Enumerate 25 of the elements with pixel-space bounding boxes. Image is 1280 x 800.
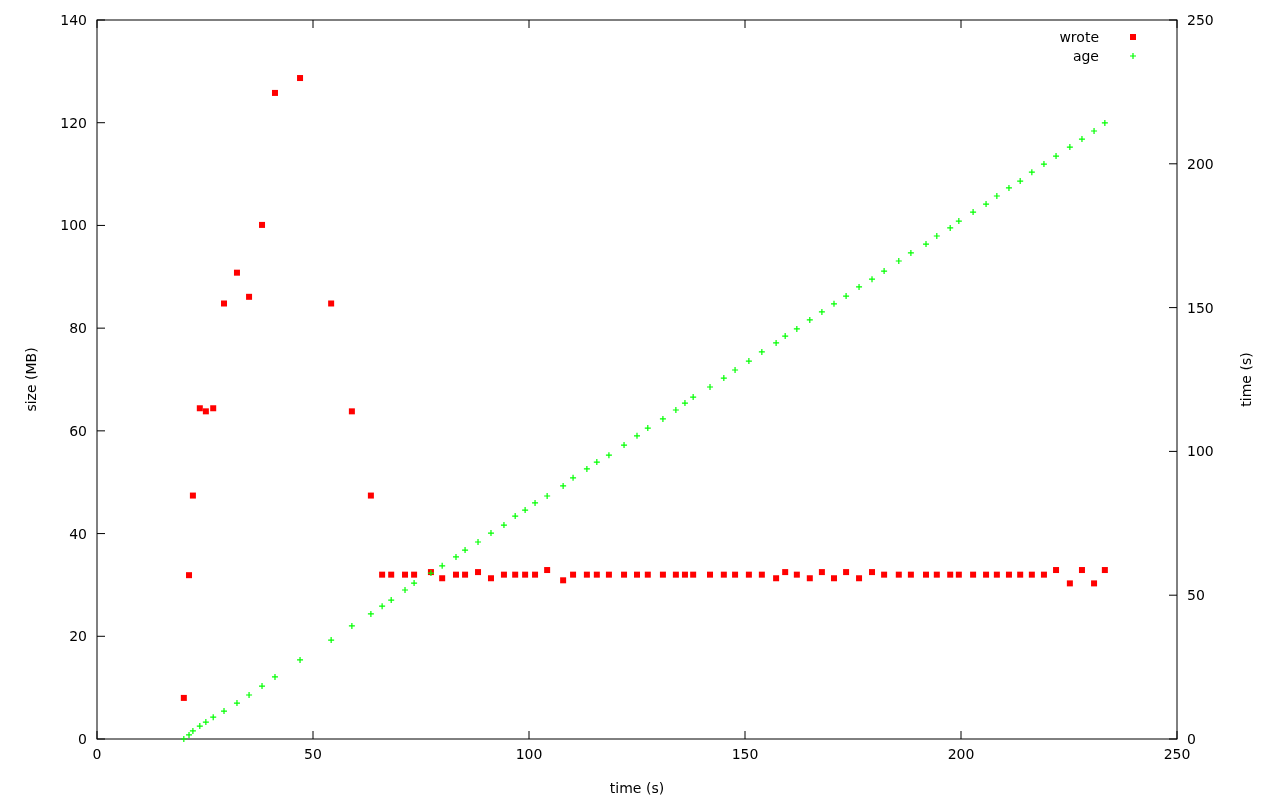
x-tick-label: 250: [1163, 746, 1191, 762]
y2-tick-label: 50: [1187, 587, 1205, 604]
y-tick-label: 140: [60, 12, 87, 28]
x-tick-label: 200: [947, 746, 975, 762]
x-axis-title: time (s): [609, 780, 665, 796]
x-tick-label: 0: [92, 746, 102, 762]
y2-tick-label: 100: [1187, 443, 1214, 460]
y2-tick-label: 250: [1187, 12, 1214, 28]
x-tick-label: 50: [304, 746, 322, 762]
y2-tick-label: 200: [1187, 155, 1214, 172]
y2-axis-title: time (s): [1238, 352, 1254, 407]
y-tick-label: 20: [69, 628, 87, 645]
y-tick-label: 60: [69, 422, 87, 439]
y-tick-label: 80: [69, 320, 87, 337]
y2-tick-label: 150: [1187, 299, 1214, 316]
legend-label: age: [1072, 48, 1099, 64]
y2-tick-label: 0: [1187, 731, 1196, 747]
y-tick-label: 0: [78, 731, 87, 747]
y-tick-label: 100: [60, 217, 87, 234]
legend-label: wrote: [1059, 29, 1099, 45]
y-tick-label: 40: [69, 525, 87, 542]
y-tick-label: 120: [60, 114, 87, 131]
x-tick-label: 100: [515, 746, 543, 762]
y-axis-title: size (MB): [23, 347, 39, 412]
x-tick-label: 150: [731, 746, 759, 762]
